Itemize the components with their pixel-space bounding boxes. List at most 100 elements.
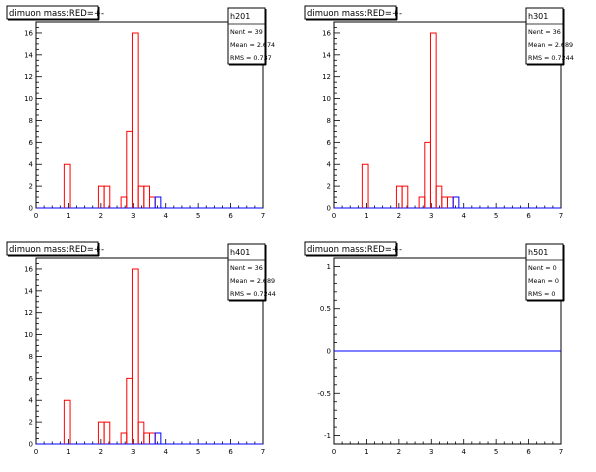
stats-box: h201 Nent = 39 Mean = 2.674 RMS = 0.737 bbox=[227, 7, 275, 66]
panel-title: dimuon mass:RED=+- bbox=[307, 245, 402, 255]
histogram-bin bbox=[429, 32, 437, 208]
x-tick-label: 5 bbox=[494, 212, 498, 220]
histogram-bin bbox=[120, 196, 128, 208]
y-tick-label: -0.5 bbox=[317, 390, 331, 398]
panel-title: dimuon mass:RED=+- bbox=[9, 9, 104, 19]
stats-name: h501 bbox=[528, 248, 548, 257]
histogram-bin bbox=[401, 185, 409, 208]
histogram-bin bbox=[97, 421, 105, 444]
y-tick-label: 2 bbox=[29, 183, 33, 191]
x-tick-label: 0 bbox=[34, 448, 38, 456]
y-tick-label: -1 bbox=[324, 432, 331, 440]
title-box: dimuon mass:RED=+- bbox=[6, 5, 104, 21]
stats-frame bbox=[525, 243, 564, 301]
y-tick-label: 8 bbox=[29, 353, 33, 361]
panel-title: dimuon mass:RED=+- bbox=[9, 245, 104, 255]
histogram-bin bbox=[435, 185, 443, 208]
x-tick-label: 6 bbox=[228, 448, 233, 456]
histogram-bin bbox=[154, 196, 162, 208]
stats-name: h401 bbox=[230, 248, 250, 257]
stats-row: Nent = 36 bbox=[230, 264, 263, 272]
x-tick-label: 2 bbox=[99, 448, 103, 456]
stats-row: Mean = 0 bbox=[528, 277, 559, 285]
histogram-bin bbox=[418, 196, 426, 208]
stats-frame bbox=[227, 7, 266, 65]
y-tick-label: 6 bbox=[29, 139, 34, 147]
x-tick-label: 0 bbox=[332, 448, 336, 456]
histogram-bin bbox=[361, 163, 369, 208]
histogram-bin bbox=[131, 32, 139, 208]
x-tick-label: 7 bbox=[559, 212, 563, 220]
x-tick-label: 7 bbox=[261, 212, 265, 220]
histogram-bin bbox=[143, 185, 150, 208]
x-axis: 0 1 2 3 4 5 6 7 bbox=[332, 203, 563, 220]
histogram-panel-2: dimuon mass:RED=+- h301 Nent = 36 Mean = 2.… bbox=[304, 5, 574, 220]
x-tick-label: 1 bbox=[364, 212, 368, 220]
y-tick-label: 12 bbox=[24, 309, 33, 317]
stats-row: Mean = 2.674 bbox=[230, 41, 275, 49]
x-tick-label: 5 bbox=[494, 448, 498, 456]
y-tick-label: 16 bbox=[322, 29, 331, 37]
histogram-bin bbox=[154, 432, 162, 444]
y-axis: 0 2 4 6 8 10 12 14 16 bbox=[24, 257, 42, 449]
x-tick-label: 1 bbox=[66, 212, 70, 220]
stats-row: RMS = 0.737 bbox=[230, 54, 272, 62]
x-tick-label: 7 bbox=[261, 448, 265, 456]
x-tick-label: 1 bbox=[364, 448, 368, 456]
histogram-bin bbox=[131, 268, 139, 444]
histogram-bin bbox=[149, 196, 156, 208]
stats-row: Nent = 39 bbox=[230, 28, 263, 36]
histogram-bin bbox=[424, 141, 431, 208]
y-tick-label: 10 bbox=[24, 95, 33, 103]
y-tick-label: 0 bbox=[327, 348, 331, 356]
histogram-bin bbox=[137, 421, 145, 444]
histogram-panel-4: dimuon mass:RED=+- h501 Nent = 0 Mean = 0 RM… bbox=[304, 241, 565, 456]
stats-frame bbox=[227, 243, 266, 301]
title-frame bbox=[304, 241, 397, 256]
x-tick-label: 7 bbox=[559, 448, 563, 456]
title-frame bbox=[6, 5, 99, 20]
x-tick-label: 4 bbox=[461, 448, 466, 456]
x-tick-label: 6 bbox=[228, 212, 233, 220]
x-tick-label: 3 bbox=[131, 212, 135, 220]
histogram-bin bbox=[120, 432, 128, 444]
y-tick-label: 12 bbox=[322, 73, 331, 81]
y-tick-label: 14 bbox=[24, 51, 33, 59]
y-tick-label: 10 bbox=[24, 331, 33, 339]
y-tick-label: 4 bbox=[29, 161, 34, 169]
y-tick-label: 1 bbox=[327, 263, 331, 271]
stats-name: h201 bbox=[230, 12, 250, 21]
histogram-bin bbox=[103, 421, 111, 444]
histogram-bin bbox=[63, 163, 71, 208]
y-tick-label: 0.5 bbox=[320, 305, 331, 313]
y-tick-label: 16 bbox=[24, 265, 33, 273]
stats-box: h501 Nent = 0 Mean = 0 RMS = 0 bbox=[525, 243, 565, 302]
y-tick-label: 2 bbox=[29, 419, 33, 427]
x-tick-label: 1 bbox=[66, 448, 70, 456]
x-tick-label: 2 bbox=[397, 448, 401, 456]
x-tick-label: 4 bbox=[163, 212, 168, 220]
y-tick-label: 8 bbox=[327, 117, 331, 125]
histogram-bin bbox=[97, 185, 105, 208]
histogram-bin bbox=[441, 196, 448, 208]
y-tick-label: 12 bbox=[24, 73, 33, 81]
histogram-bin bbox=[126, 377, 133, 444]
title-box: dimuon mass:RED=+- bbox=[304, 5, 402, 21]
x-tick-label: 3 bbox=[429, 448, 433, 456]
histogram-panel-1: dimuon mass:RED=+- h201 Nent = 39 Mean = 2.… bbox=[6, 5, 275, 220]
y-tick-label: 8 bbox=[29, 117, 33, 125]
y-axis: -1 -0.5 0 0.5 1 bbox=[317, 257, 340, 445]
y-tick-label: 0 bbox=[29, 441, 33, 449]
x-tick-label: 0 bbox=[34, 212, 38, 220]
x-tick-label: 4 bbox=[461, 212, 466, 220]
y-tick-label: 0 bbox=[29, 205, 33, 213]
histogram-bin bbox=[395, 185, 403, 208]
x-tick-label: 5 bbox=[196, 448, 200, 456]
histogram-bin bbox=[452, 196, 460, 208]
stats-row: Mean = 2.689 bbox=[230, 277, 275, 285]
x-tick-label: 6 bbox=[526, 448, 531, 456]
histogram-bin bbox=[126, 130, 133, 208]
x-tick-label: 0 bbox=[332, 212, 336, 220]
stats-row: RMS = 0.7244 bbox=[528, 54, 574, 62]
